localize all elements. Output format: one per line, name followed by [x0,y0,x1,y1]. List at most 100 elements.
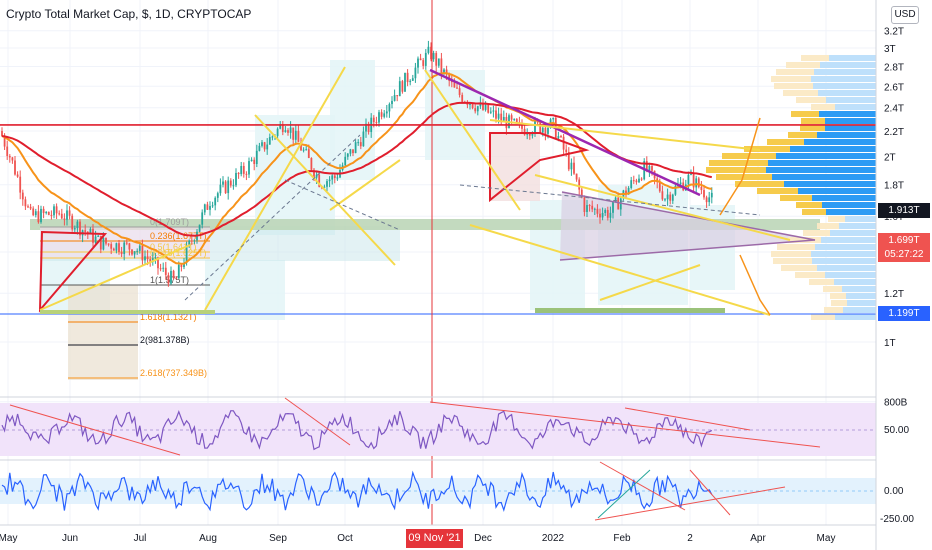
vp-bar-blue [813,83,876,89]
candle-body [406,72,409,83]
candle-body [526,133,529,135]
candle-body [593,208,596,210]
candle-body [484,104,487,110]
candle-body [573,162,575,174]
candle-body [404,72,406,92]
candle-body [216,193,219,198]
currency-button[interactable]: USD [891,6,919,24]
candle-body [612,201,614,213]
candle-body [458,88,461,95]
vp-bar-yellow [773,258,812,264]
time-tick: 2022 [542,533,565,544]
candle-body [388,104,391,112]
candle-body [419,58,422,61]
candle-body [461,94,464,102]
vp-bar-yellow [791,111,819,117]
cci-line [1,470,713,513]
price-tick: 2T [884,153,896,164]
candle-body [513,118,516,120]
candle-body [471,103,474,109]
channel-line [424,69,521,211]
candle-body [401,81,404,92]
vp-bar-blue [830,230,876,236]
candle-body [534,120,536,134]
indicator-trendline [599,461,686,511]
indicator-panes [0,396,932,526]
price-tick: 2.6T [884,82,904,93]
candle-body [8,155,11,158]
vp-bar-blue [829,55,876,61]
rsi-line [1,409,713,451]
vp-bar-yellow [783,90,818,96]
vp-bar-yellow [823,286,842,292]
time-tick: Dec [474,533,492,544]
candle-body [11,157,14,161]
vp-bar-blue [790,146,876,152]
candle-body [266,144,269,150]
candle-body [510,115,513,120]
candle-body [118,243,120,252]
countdown-tag: 05:27:22 [878,247,930,262]
vp-bar-blue [817,132,876,138]
vp-bar-blue [826,209,876,215]
candle-body [495,110,497,119]
candle-body [76,221,79,229]
candle-body [570,162,573,170]
candle-body [352,149,354,154]
horizontal-zone [30,219,820,230]
vp-bar-yellow [757,188,798,194]
candle-body [318,174,321,187]
candle-body [357,142,360,144]
triangle-zone [560,192,815,260]
candle-body [487,104,490,113]
candle-body [560,136,562,138]
candle-body [385,111,388,114]
rsi-tick: 50.00 [884,425,909,436]
candle-body [237,172,240,175]
candle-body [331,175,334,180]
candle-body [435,53,438,66]
candle-body [604,209,607,213]
dashed-trend [459,184,761,216]
candle-body [482,102,484,110]
time-tick: May [0,533,17,544]
time-tick: 2 [687,533,693,544]
candle-body [666,194,669,200]
price-tick: 800B [884,398,908,409]
candle-body [193,240,196,242]
candle-body [599,213,601,218]
vp-bar-yellow [796,202,822,208]
candle-body [105,237,107,244]
candle-body [619,198,622,210]
candle-body [47,211,50,215]
vp-bar-blue [835,314,876,320]
candle-body [539,122,542,133]
candle-body [263,142,266,150]
candle-body [349,149,352,154]
candle-body [79,221,81,236]
candle-body [281,124,284,133]
candle-body [55,206,58,214]
candle-body [710,192,713,198]
candle-body [219,184,222,194]
candle-body [432,53,435,60]
candle-body [3,136,6,147]
candle-body [632,180,635,182]
candle-body [227,180,230,194]
candle-body [245,173,248,175]
candle-body [271,136,274,138]
candle-body [162,267,165,269]
candle-body [201,212,204,225]
candle-body [6,146,9,156]
vp-bar-blue [825,125,876,131]
candle-body [391,100,393,105]
vp-bar-blue [817,265,876,271]
candle-body [567,151,570,170]
candle-body [708,197,711,203]
fib-label: 2.618(737.349B) [140,368,207,378]
candle-body [359,142,362,147]
candle-body [58,213,61,215]
candle-body [393,95,396,101]
candle-body [73,228,76,230]
